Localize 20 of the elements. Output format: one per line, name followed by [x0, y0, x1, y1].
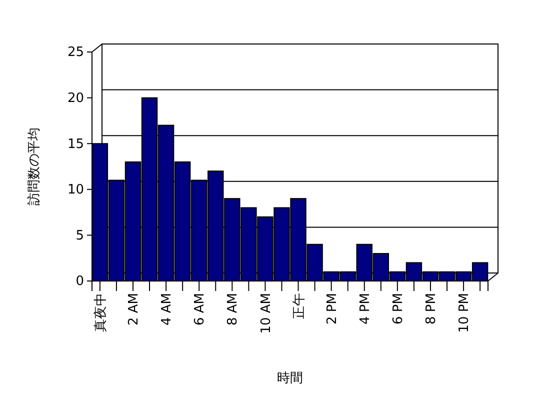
- x-tick-label: 4 AM: [160, 293, 175, 326]
- x-tick-label: 正午: [292, 293, 307, 319]
- x-tick-label: 真夜中: [92, 293, 108, 332]
- y-tick-label: 15: [67, 136, 84, 152]
- x-tick-label: 10 AM: [258, 293, 274, 334]
- y-tick-label: 20: [67, 90, 84, 106]
- x-axis-title: 時間: [277, 371, 303, 386]
- x-tick-label: 8 PM: [424, 293, 440, 324]
- y-tick-label: 5: [76, 228, 84, 244]
- x-tick-label: 6 PM: [390, 293, 406, 324]
- x-tick-label: 10 PM: [457, 293, 472, 333]
- x-tick-label: 2 AM: [126, 293, 142, 326]
- y-tick-label: 0: [76, 274, 84, 290]
- x-tick-label: 4 PM: [358, 293, 373, 324]
- x-tick-label: 2 PM: [324, 293, 340, 324]
- x-tick-label: 8 AM: [226, 293, 241, 326]
- y-tick-label: 25: [67, 45, 84, 60]
- x-tick-label: 6 AM: [192, 293, 208, 326]
- y-axis-title: 訪問数の平均: [27, 128, 42, 206]
- y-tick-label: 10: [67, 182, 84, 198]
